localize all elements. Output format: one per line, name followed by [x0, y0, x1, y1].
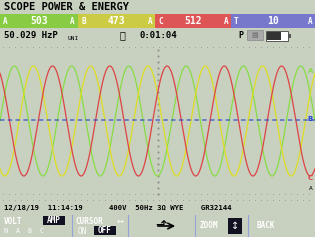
Text: AMP: AMP	[47, 216, 61, 225]
Text: A: A	[308, 68, 313, 74]
Bar	[228, 218, 242, 234]
Text: C: C	[308, 175, 313, 181]
Text: 503: 503	[30, 16, 48, 26]
Text: B: B	[308, 116, 313, 122]
Text: ZOOM: ZOOM	[200, 222, 219, 231]
Bar	[267, 32, 281, 40]
Text: ↕: ↕	[231, 221, 239, 231]
Bar	[155, 14, 231, 28]
Bar	[266, 31, 288, 41]
Text: 0:01:04: 0:01:04	[140, 31, 178, 40]
Text: BACK: BACK	[257, 222, 275, 231]
Text: ⬏: ⬏	[155, 219, 167, 233]
Bar	[43, 216, 65, 225]
Text: 473: 473	[108, 16, 125, 26]
Text: ↔: ↔	[117, 217, 123, 225]
Bar	[231, 14, 315, 28]
Text: ▤: ▤	[252, 32, 258, 38]
Text: A: A	[223, 17, 228, 26]
Text: 12/18/19  11:14:19      400V  50Hz 3Ω WYE    GR32144: 12/18/19 11:14:19 400V 50Hz 3Ω WYE GR321…	[4, 205, 232, 211]
Bar	[288, 34, 291, 38]
Text: 10: 10	[267, 16, 279, 26]
Text: A: A	[3, 17, 8, 26]
Text: A: A	[309, 186, 313, 191]
Text: ⌛: ⌛	[120, 30, 126, 40]
Text: VOLT: VOLT	[4, 217, 22, 225]
Text: SCOPE POWER & ENERGY: SCOPE POWER & ENERGY	[4, 2, 129, 12]
Text: A: A	[307, 17, 312, 26]
Text: ON: ON	[78, 227, 87, 236]
Bar	[94, 226, 116, 235]
Bar	[78, 14, 155, 28]
Text: T: T	[234, 17, 239, 26]
Text: A: A	[147, 17, 152, 26]
Text: 512: 512	[184, 16, 202, 26]
Text: OFF: OFF	[98, 226, 112, 235]
Text: UNI: UNI	[67, 36, 78, 41]
Text: A: A	[70, 17, 75, 26]
Text: B: B	[81, 17, 86, 26]
Bar	[247, 30, 263, 40]
Text: P: P	[238, 31, 243, 40]
Text: 50.029 HzP: 50.029 HzP	[4, 31, 58, 40]
Bar	[0, 14, 78, 28]
Text: C: C	[158, 17, 163, 26]
Text: N  A  B  C: N A B C	[4, 228, 44, 234]
Text: CURSOR: CURSOR	[75, 217, 103, 225]
